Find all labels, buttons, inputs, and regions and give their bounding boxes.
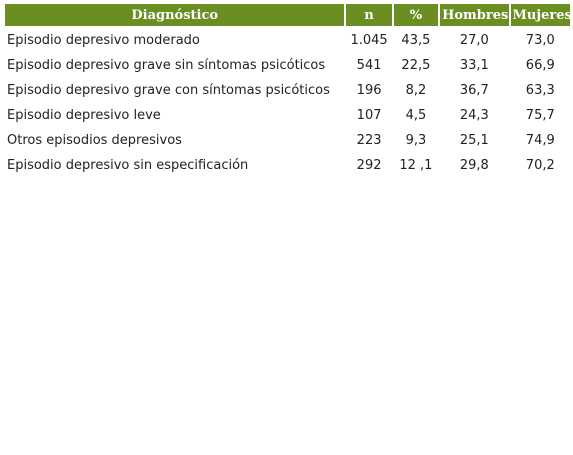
cell-diagnostico: Otros episodios depresivos xyxy=(7,133,182,148)
cell-pct: 9,3 xyxy=(405,133,427,148)
cell-mujeres: 70,2 xyxy=(525,158,555,173)
cell-pct: 4,5 xyxy=(405,108,427,123)
cell-diagnostico: Episodio depresivo sin especificación xyxy=(7,158,249,173)
header-row: Diagnóstico n % Hombres Mujeres xyxy=(5,4,570,26)
cell-hombres: 25,1 xyxy=(459,133,489,148)
cell-hombres: 33,1 xyxy=(459,58,489,73)
cell-pct: 22,5 xyxy=(401,58,431,73)
table-row: Episodio depresivo leve 107 4,5 24,3 75,… xyxy=(5,103,570,128)
cell-mujeres: 63,3 xyxy=(525,83,555,98)
header-diagnostico: Diagnóstico xyxy=(5,4,345,26)
table-row: Episodio depresivo grave sin síntomas ps… xyxy=(5,53,570,78)
cell-n: 541 xyxy=(356,58,382,73)
cell-diagnostico: Episodio depresivo moderado xyxy=(7,33,200,48)
table-row: Episodio depresivo sin especificación 29… xyxy=(5,153,570,178)
header-pct: % xyxy=(393,4,439,26)
cell-diagnostico: Episodio depresivo grave con síntomas ps… xyxy=(7,83,330,98)
header-hombres: Hombres xyxy=(440,4,509,26)
cell-pct: 8,2 xyxy=(405,83,427,98)
table-row: Episodio depresivo moderado 1.045 43,5 2… xyxy=(5,26,570,53)
cell-n: 223 xyxy=(356,133,382,148)
cell-mujeres: 66,9 xyxy=(525,58,555,73)
cell-mujeres: 73,0 xyxy=(525,33,555,48)
cell-n: 1.045 xyxy=(350,33,388,48)
cell-hombres: 24,3 xyxy=(459,108,489,123)
cell-hombres: 36,7 xyxy=(459,83,489,98)
table-row: Episodio depresivo grave con síntomas ps… xyxy=(5,78,570,103)
table-row: Otros episodios depresivos 223 9,3 25,1 … xyxy=(5,128,570,153)
header-n: n xyxy=(346,4,392,26)
cell-n: 107 xyxy=(356,108,382,123)
cell-diagnostico: Episodio depresivo leve xyxy=(7,108,161,123)
cell-hombres: 27,0 xyxy=(459,33,489,48)
cell-mujeres: 74,9 xyxy=(525,133,555,148)
cell-mujeres: 75,7 xyxy=(525,108,555,123)
cell-pct: 12 ,1 xyxy=(399,158,433,173)
header-mujeres: Mujeres xyxy=(510,4,570,26)
cell-hombres: 29,8 xyxy=(459,158,489,173)
diagnosis-table: Diagnóstico n % Hombres Mujeres Episodio… xyxy=(3,4,572,178)
cell-pct: 43,5 xyxy=(401,33,431,48)
cell-n: 292 xyxy=(356,158,382,173)
cell-n: 196 xyxy=(356,83,382,98)
cell-diagnostico: Episodio depresivo grave sin síntomas ps… xyxy=(7,58,326,73)
